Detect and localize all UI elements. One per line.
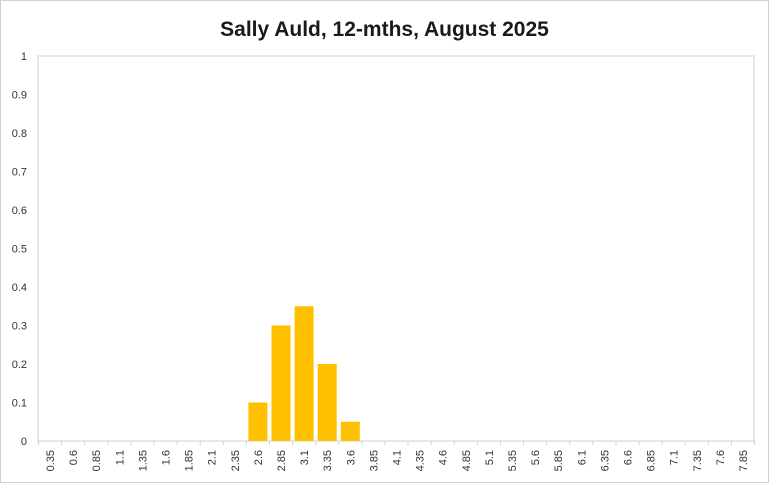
plot-area [37, 55, 755, 442]
y-tick-label: 0.3 [12, 321, 27, 333]
x-tick-label: 1.35 [137, 450, 149, 471]
x-tick-label: 2.35 [230, 450, 242, 471]
x-tick-label: 4.35 [415, 450, 427, 471]
x-tick-label: 2.1 [207, 450, 219, 465]
bars [248, 306, 360, 441]
x-tick-label: 4.6 [438, 450, 450, 465]
y-tick-label: 0.5 [12, 244, 27, 256]
x-tick-label: 6.6 [623, 450, 635, 465]
x-tick-label: 0.35 [45, 450, 57, 471]
y-tick-label: 0 [21, 436, 27, 448]
x-tick-label: 1.6 [161, 450, 173, 465]
x-tick-label: 5.1 [484, 450, 496, 465]
x-tick-label: 4.85 [461, 450, 473, 471]
x-axis: 0.35 0.6 0.85 1.1 1.35 1.6 1.85 2.1 2.35 2.6 2.85 3… [37, 441, 756, 471]
y-tick-label: 0.7 [12, 167, 27, 179]
x-tick-label: 6.85 [646, 450, 658, 471]
bar-3.35 [317, 364, 337, 441]
y-tick-label: 0.6 [12, 205, 27, 217]
y-tick-label: 0.4 [12, 282, 27, 294]
x-tick-label: 7.1 [669, 450, 681, 465]
x-tick-label: 0.85 [91, 450, 103, 471]
x-tick-label: 1.85 [184, 450, 196, 471]
x-tick-label: 1.1 [114, 450, 126, 465]
x-tick-label: 6.1 [576, 450, 588, 465]
x-tick-label: 6.35 [599, 450, 611, 471]
x-tick-label: 3.6 [345, 450, 357, 465]
x-tick-label: 7.6 [715, 450, 727, 465]
x-tick-label: 2.85 [276, 450, 288, 471]
x-tick-label: 3.35 [322, 450, 334, 471]
y-tick-label: 0.8 [12, 128, 27, 140]
y-axis: 0 0.1 0.2 0.3 0.4 0.5 0.6 0.7 0.8 0.9 1 [12, 51, 27, 448]
x-tick-label: 7.35 [692, 450, 704, 471]
bar-2.85 [271, 325, 291, 441]
x-tick-label: 7.85 [738, 450, 750, 471]
x-tick-label: 3.85 [368, 450, 380, 471]
chart-title: Sally Auld, 12-mths, August 2025 [220, 18, 549, 41]
bar-3.6 [340, 421, 360, 441]
x-tick-label: 0.6 [68, 450, 80, 465]
bar-2.6 [248, 402, 268, 441]
x-tick-label: 5.85 [553, 450, 565, 471]
y-tick-label: 0.9 [12, 90, 27, 102]
x-tick-label: 5.6 [530, 450, 542, 465]
y-tick-label: 1 [21, 51, 27, 63]
x-tick-label: 4.1 [392, 450, 404, 465]
y-tick-label: 0.2 [12, 359, 27, 371]
bar-3.1 [294, 306, 314, 441]
y-tick-label: 0.1 [12, 398, 27, 410]
x-tick-label: 5.35 [507, 450, 519, 471]
x-tick-label: 2.6 [253, 450, 265, 465]
x-tick-label: 3.1 [299, 450, 311, 465]
